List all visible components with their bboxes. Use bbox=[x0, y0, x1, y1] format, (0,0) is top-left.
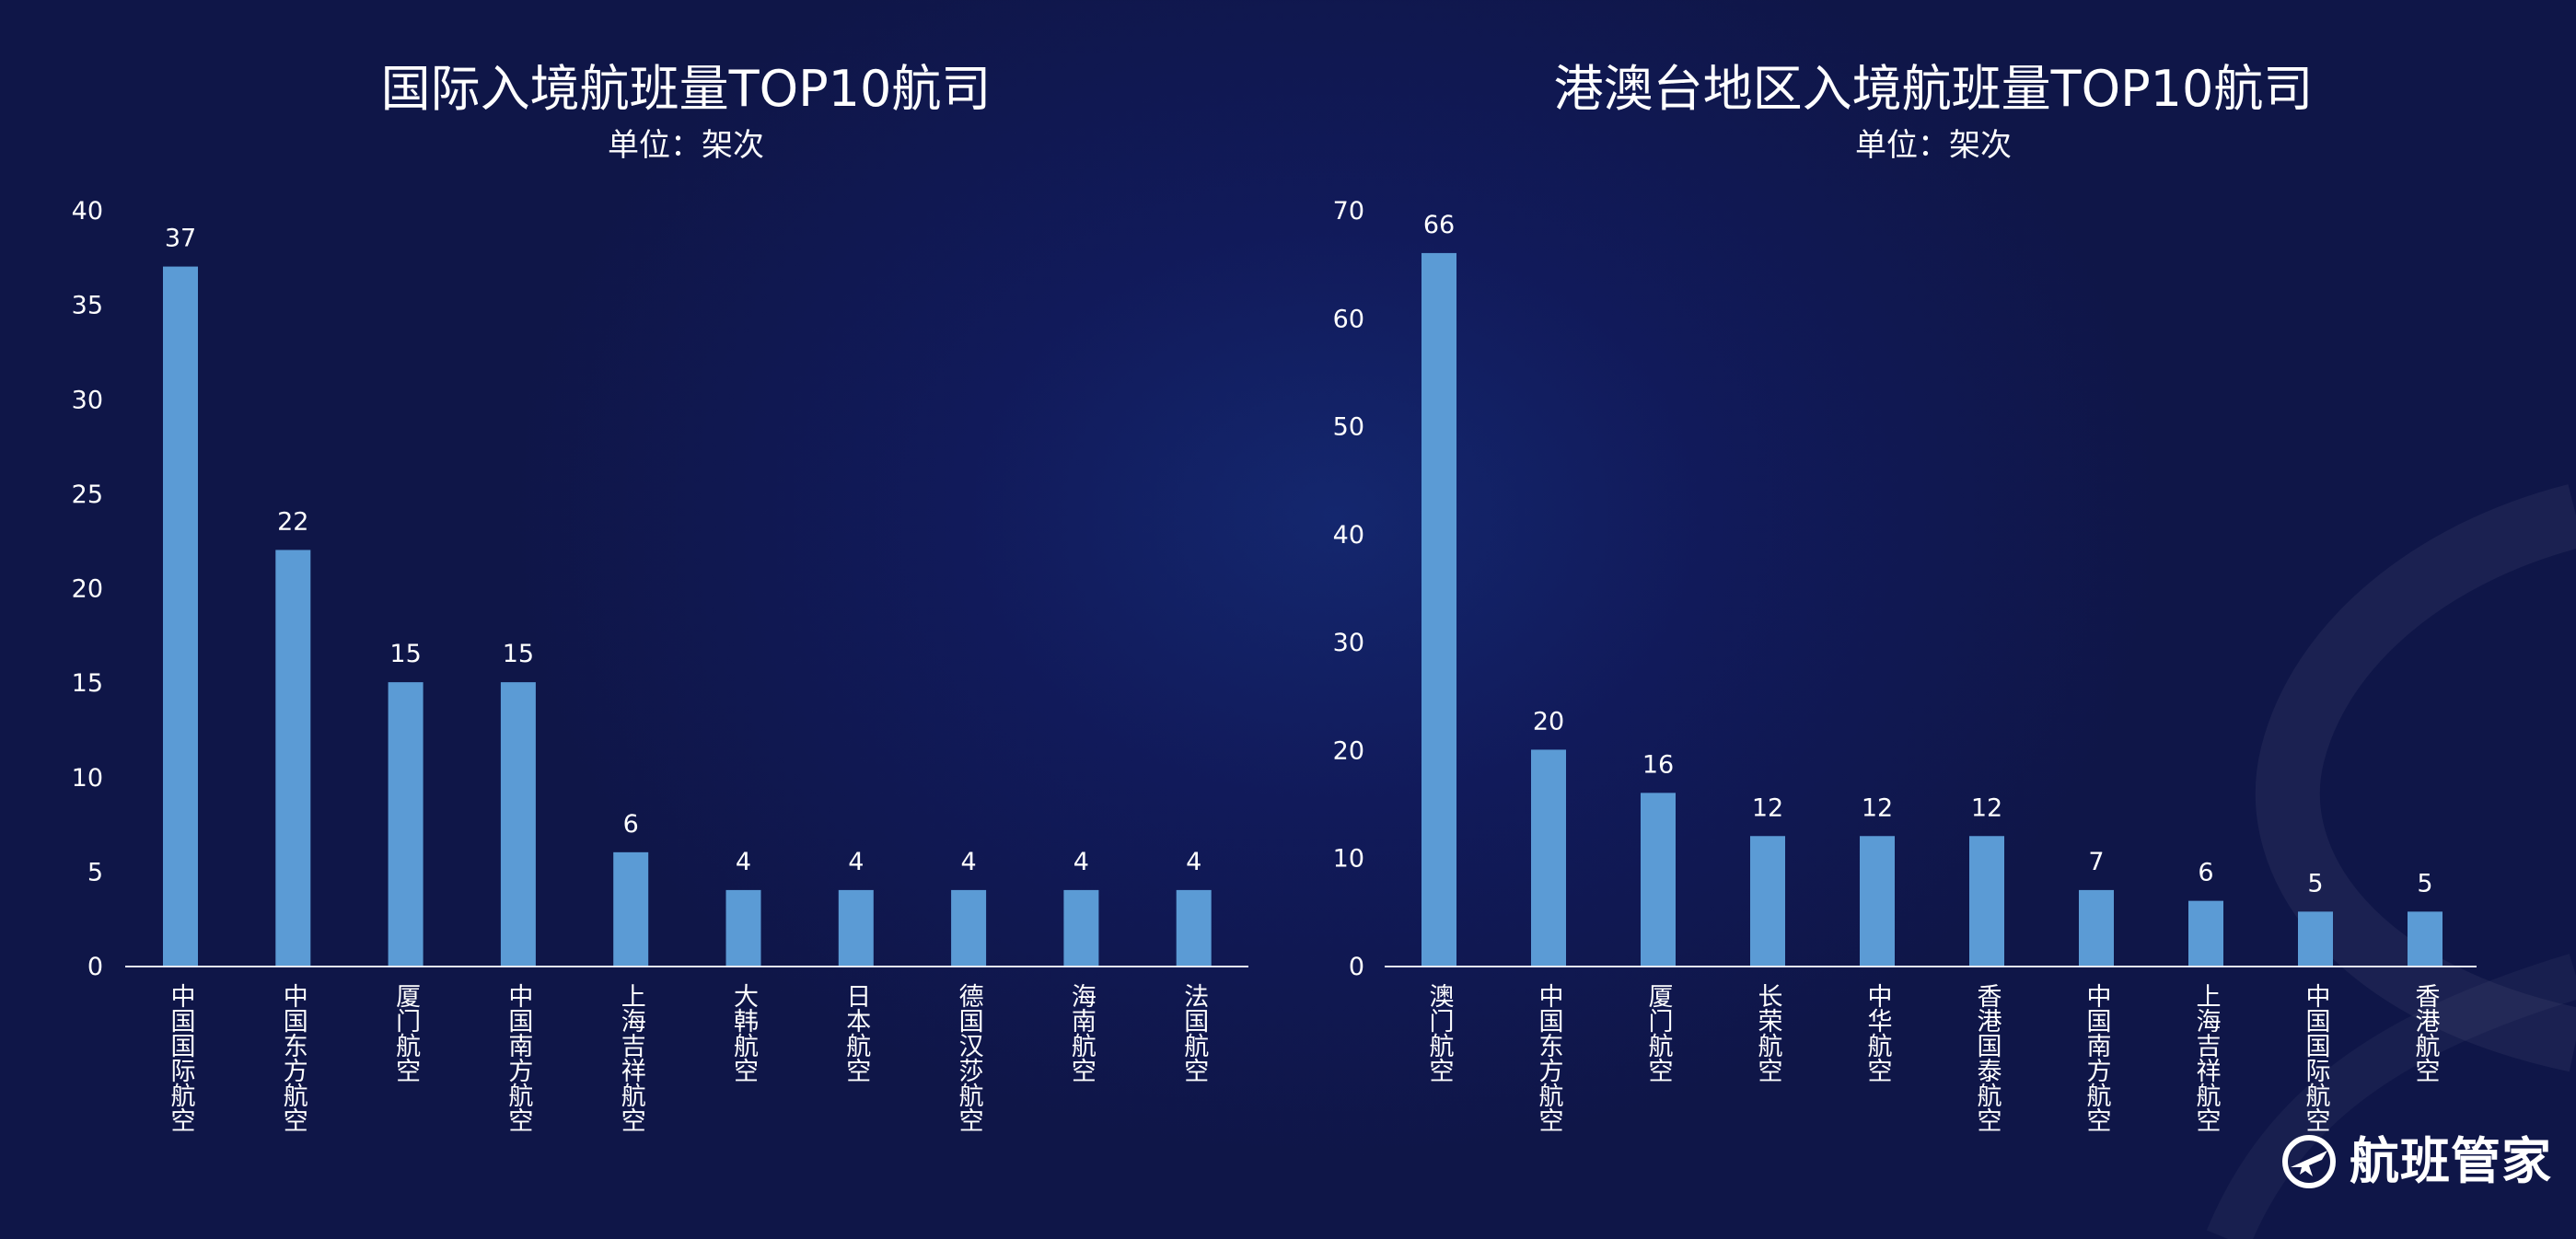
y-tick-label: 0 bbox=[87, 953, 103, 981]
data-label: 12 bbox=[1752, 793, 1783, 822]
y-tick-label: 15 bbox=[72, 669, 103, 698]
bar bbox=[500, 682, 536, 966]
data-label: 4 bbox=[1073, 848, 1089, 876]
category-label: 香港国泰航空 bbox=[1973, 983, 2002, 1132]
data-label: 4 bbox=[848, 848, 864, 876]
y-tick-label: 10 bbox=[72, 764, 103, 793]
category-label: 厦门航空 bbox=[1644, 983, 1674, 1083]
bar bbox=[1531, 749, 1566, 966]
chart-international: 国际入境航班量TOP10航司 单位：架次 0 5 10 15 20 25 30 35 40 37 中… bbox=[72, 197, 1248, 1132]
y-tick-label: 25 bbox=[72, 481, 103, 509]
y-tick-label: 70 bbox=[1333, 197, 1364, 226]
brand-logo: 航班管家 bbox=[2281, 1134, 2552, 1189]
data-label: 4 bbox=[1186, 848, 1201, 876]
data-label: 4 bbox=[961, 848, 977, 876]
y-tick-label: 20 bbox=[72, 575, 103, 604]
data-label: 12 bbox=[1862, 793, 1893, 822]
y-tick-label: 40 bbox=[1333, 521, 1364, 550]
chart-title: 国际入境航班量TOP10航司 bbox=[380, 60, 992, 118]
bar bbox=[838, 889, 874, 966]
data-label: 16 bbox=[1642, 750, 1674, 779]
bar bbox=[2188, 900, 2223, 966]
category-label: 中国东方航空 bbox=[1535, 983, 1564, 1132]
chart-subtitle: 单位：架次 bbox=[608, 127, 764, 164]
data-label: 7 bbox=[2088, 848, 2104, 876]
category-label: 中国东方航空 bbox=[279, 983, 308, 1132]
bar bbox=[1063, 889, 1099, 966]
y-tick-label: 50 bbox=[1333, 413, 1364, 442]
data-label: 20 bbox=[1533, 707, 1564, 735]
data-label: 15 bbox=[503, 640, 534, 668]
data-label: 5 bbox=[2417, 869, 2432, 897]
plot-area: 0 10 20 30 40 50 60 70 66 澳门航空 20 中国东方航空 16 厦门航空 12 长荣航… bbox=[1333, 197, 2477, 1132]
data-label: 37 bbox=[165, 225, 196, 253]
brand-name: 航班管家 bbox=[2350, 1132, 2552, 1190]
data-label: 6 bbox=[2198, 859, 2213, 887]
data-label: 6 bbox=[623, 810, 639, 839]
bar bbox=[1641, 793, 1676, 966]
category-label: 日本航空 bbox=[841, 983, 871, 1083]
category-label: 上海吉祥航空 bbox=[2192, 983, 2222, 1132]
chart-hk-macau-taiwan: 港澳台地区入境航班量TOP10航司 单位：架次 0 10 20 30 40 50 60 70 6… bbox=[1289, 0, 2576, 1239]
y-tick-label: 5 bbox=[87, 858, 103, 886]
category-label: 海南航空 bbox=[1067, 983, 1097, 1083]
bar bbox=[1750, 836, 1785, 966]
category-label: 中国国际航空 bbox=[2302, 983, 2331, 1132]
data-label: 22 bbox=[277, 507, 308, 536]
bar bbox=[2298, 911, 2333, 966]
bar bbox=[1421, 252, 1456, 966]
y-tick-label: 30 bbox=[72, 386, 103, 414]
category-label: 德国汉莎航空 bbox=[955, 983, 984, 1132]
category-label: 中国南方航空 bbox=[2083, 983, 2112, 1132]
y-tick-label: 40 bbox=[72, 197, 103, 226]
category-label: 中国南方航空 bbox=[504, 983, 533, 1132]
y-tick-label: 10 bbox=[1333, 845, 1364, 874]
airplane-logo-icon bbox=[2282, 1135, 2336, 1188]
plot-area: 0 5 10 15 20 25 30 35 40 37 中国国际航空 22 中国东方航空 15 厦门航空 15… bbox=[72, 197, 1248, 1132]
category-label: 香港航空 bbox=[2411, 983, 2441, 1083]
category-label: 澳门航空 bbox=[1425, 983, 1455, 1083]
bar bbox=[275, 550, 311, 966]
bar bbox=[1969, 836, 2004, 966]
category-label: 中国国际航空 bbox=[167, 983, 196, 1132]
data-label: 12 bbox=[1971, 793, 2002, 822]
y-tick-label: 35 bbox=[72, 292, 103, 320]
bar bbox=[388, 682, 424, 966]
category-label: 上海吉祥航空 bbox=[617, 983, 646, 1132]
bar bbox=[613, 851, 649, 966]
y-tick-label: 60 bbox=[1333, 305, 1364, 333]
category-label: 厦门航空 bbox=[391, 983, 421, 1083]
data-label: 4 bbox=[736, 848, 751, 876]
chart-title: 港澳台地区入境航班量TOP10航司 bbox=[1553, 60, 2314, 118]
y-tick-label: 0 bbox=[1349, 953, 1364, 981]
category-label: 法国航空 bbox=[1179, 983, 1209, 1083]
bar bbox=[951, 889, 987, 966]
chart-subtitle: 单位：架次 bbox=[1855, 127, 2012, 164]
data-label: 66 bbox=[1423, 211, 1455, 239]
bar bbox=[1860, 836, 1895, 966]
bar bbox=[2079, 889, 2114, 966]
category-label: 大韩航空 bbox=[729, 983, 759, 1083]
bar bbox=[725, 889, 761, 966]
y-tick-label: 30 bbox=[1333, 629, 1364, 657]
category-label: 长荣航空 bbox=[1754, 983, 1783, 1083]
data-label: 5 bbox=[2307, 869, 2323, 897]
bar bbox=[1176, 889, 1212, 966]
y-tick-label: 20 bbox=[1333, 736, 1364, 765]
category-label: 中华航空 bbox=[1863, 983, 1893, 1083]
data-label: 15 bbox=[389, 640, 421, 668]
bar bbox=[2408, 911, 2443, 966]
bar bbox=[163, 266, 198, 966]
